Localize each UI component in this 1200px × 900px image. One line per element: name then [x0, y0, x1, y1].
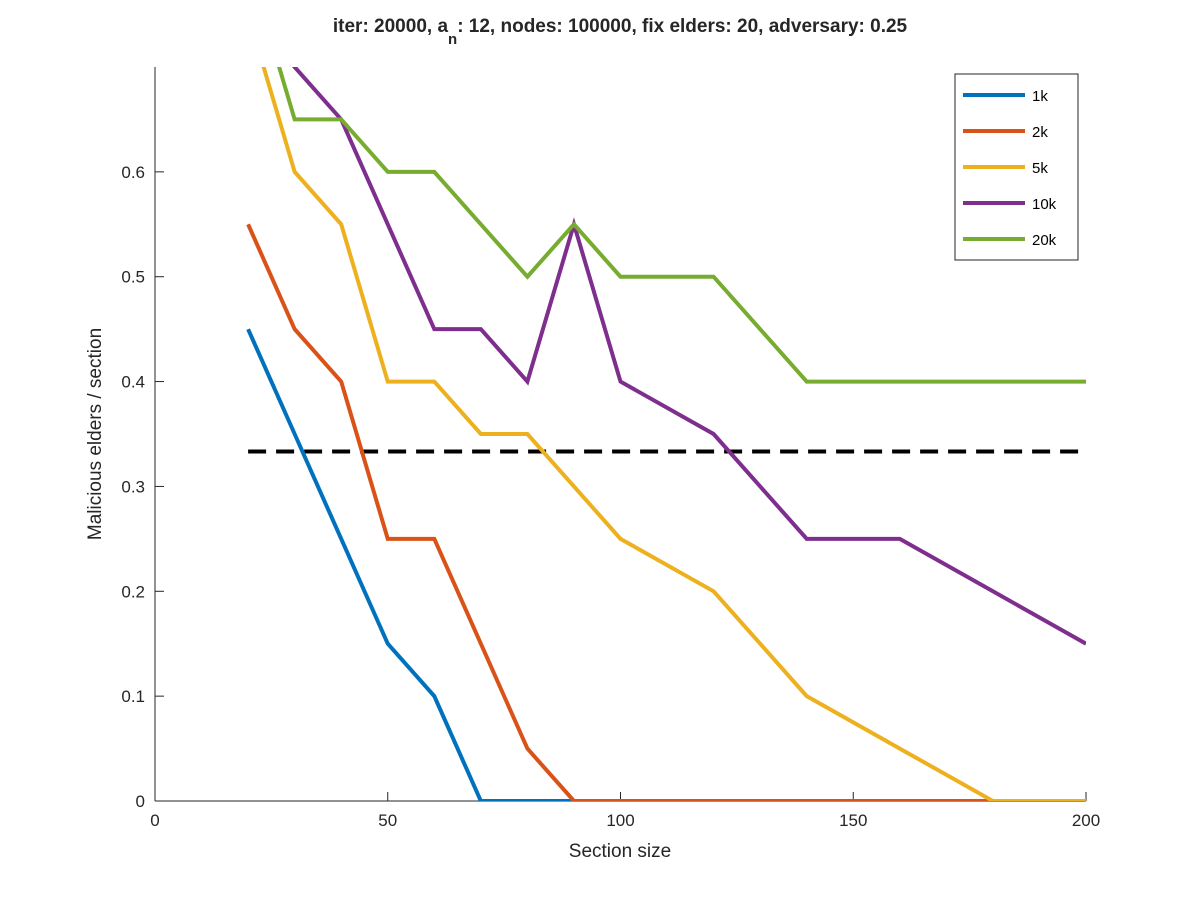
y-tick-label: 0.2: [121, 582, 145, 601]
legend-label-1k: 1k: [1032, 88, 1048, 105]
series-line-5k: [261, 67, 1086, 801]
x-tick-label: 200: [1072, 811, 1100, 830]
x-axis-label: Section size: [569, 841, 671, 862]
x-tick-label: 0: [150, 811, 159, 830]
chart-title: iter: 20000, an: 12, nodes: 100000, fix …: [333, 16, 908, 48]
y-tick-label: 0.4: [121, 373, 145, 392]
legend-label-5k: 5k: [1032, 160, 1048, 177]
x-tick-label: 100: [606, 811, 634, 830]
x-tick-label: 150: [839, 811, 867, 830]
legend-label-2k: 2k: [1032, 124, 1048, 141]
y-tick-label: 0: [136, 792, 145, 811]
y-tick-label: 0.1: [121, 687, 145, 706]
legend-label-20k: 20k: [1032, 232, 1057, 249]
legend: 1k 2k 5k 10k 20k: [954, 73, 1079, 261]
y-tick-label: 0.5: [121, 268, 145, 287]
ticks: 0 50 100 150 200 0 0.1 0.2 0.3 0.4 0.5 0.6: [121, 163, 1100, 830]
y-axis-label: Malicious elders / section: [85, 328, 106, 540]
y-tick-label: 0.3: [121, 477, 145, 496]
series-line-10k: [291, 67, 1086, 646]
series-lines: [246, 67, 1086, 801]
series-line-1k: [246, 328, 1086, 801]
series-line-2k: [246, 223, 1086, 801]
series-line-20k: [277, 67, 1086, 384]
legend-label-10k: 10k: [1032, 196, 1057, 213]
y-tick-label: 0.6: [121, 163, 145, 182]
x-tick-label: 50: [378, 811, 397, 830]
